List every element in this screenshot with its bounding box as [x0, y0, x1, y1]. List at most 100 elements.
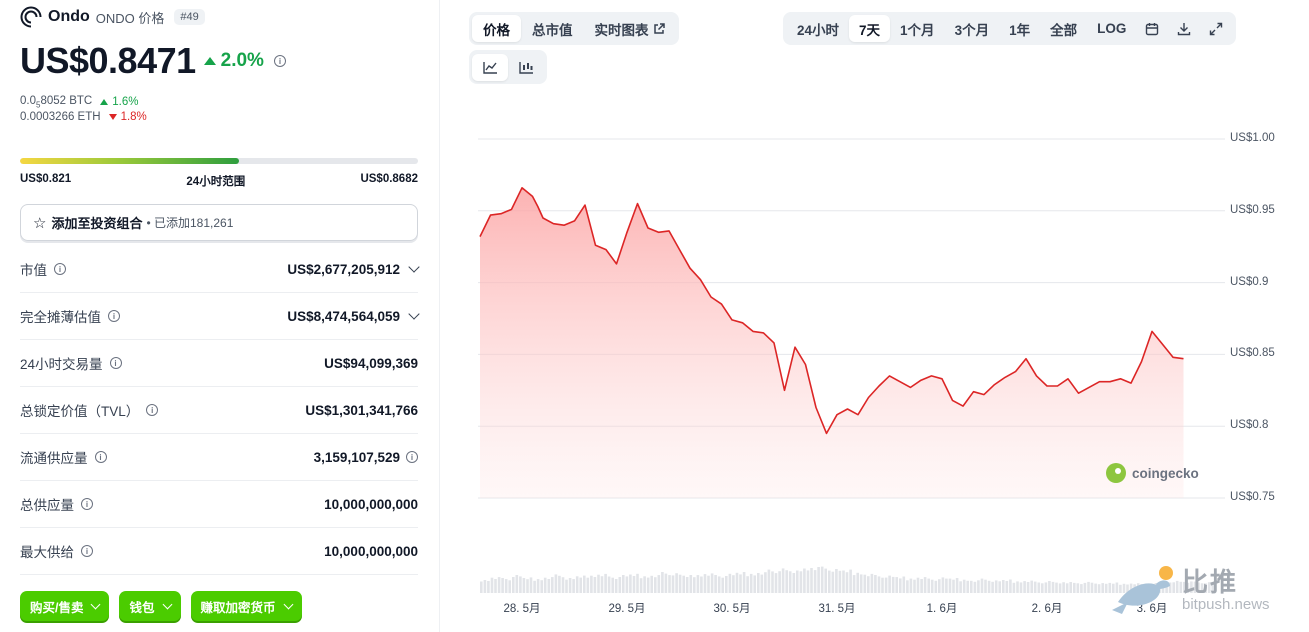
chevron-down-icon[interactable] — [408, 261, 420, 273]
volume-bar — [817, 567, 820, 593]
log-scale-tab[interactable]: LOG — [1097, 21, 1127, 36]
tab-market-cap[interactable]: 总市值 — [532, 22, 573, 38]
volume-bar — [700, 576, 703, 593]
volume-bar — [529, 577, 533, 593]
volume-bar — [888, 575, 891, 593]
info-icon[interactable]: i — [94, 451, 107, 463]
stat-row: 最大供给 i 10,000,000,000 — [20, 528, 418, 575]
info-icon[interactable]: i — [81, 545, 93, 557]
volume-bar — [930, 579, 934, 593]
volume-bar — [618, 577, 622, 593]
volume-bar — [1172, 582, 1175, 593]
volume-bar — [604, 573, 607, 593]
stat-value: 3,159,107,529 i — [314, 450, 418, 465]
info-icon[interactable]: i — [81, 498, 93, 510]
volume-bar — [1193, 581, 1197, 593]
volume-bar — [760, 574, 764, 593]
volume-bar — [703, 574, 707, 593]
volume-bar — [685, 577, 689, 593]
volume-bar — [650, 575, 653, 593]
volume-bar — [852, 575, 856, 593]
range-1y-tab[interactable]: 1年 — [1009, 22, 1031, 38]
volume-bar — [1055, 582, 1058, 593]
info-icon[interactable]: i — [406, 451, 418, 463]
info-icon[interactable]: i — [273, 55, 286, 67]
stat-label-text: 总供应量 — [20, 498, 74, 513]
range-7d-tab[interactable]: 7天 — [849, 15, 891, 42]
volume-bar — [813, 570, 817, 593]
volume-bar — [689, 575, 693, 593]
btc-value: 0.058052 BTC — [20, 95, 93, 110]
volume-bar — [586, 577, 590, 593]
info-icon[interactable]: i — [146, 404, 159, 416]
volume-bar — [657, 575, 661, 593]
volume-bar — [1168, 582, 1172, 593]
earn-crypto-button[interactable]: 赚取加密货币 — [190, 591, 302, 621]
added-count: • 已添加181,261 — [146, 216, 234, 230]
volume-bar — [1076, 583, 1080, 593]
volume-bar — [788, 571, 792, 593]
volume-bar — [1126, 584, 1129, 593]
calendar-button[interactable] — [1136, 15, 1168, 42]
x-tick-label: 3. 6月 — [1136, 603, 1168, 615]
fullscreen-button[interactable] — [1200, 15, 1232, 42]
tab-live-chart[interactable]: 实时图表 — [584, 15, 676, 42]
volume-bar — [842, 570, 845, 593]
volume-bar — [1175, 580, 1179, 593]
stat-value: US$2,677,205,912 — [287, 261, 420, 277]
chevron-down-icon[interactable] — [408, 308, 420, 320]
chart-tabs: 价格 总市值 实时图表 — [469, 12, 679, 45]
y-tick-label: US$0.85 — [1230, 347, 1275, 360]
info-icon[interactable]: i — [54, 263, 66, 275]
range-24h-tab[interactable]: 24小时 — [797, 22, 840, 38]
volume-bar — [799, 571, 803, 593]
volume-bar — [1051, 581, 1055, 593]
wallet-button[interactable]: 钱包 — [119, 591, 181, 621]
price-chart[interactable] — [470, 120, 1309, 620]
eth-conversion: 0.0003266 ETH 1.8% — [20, 111, 147, 123]
range-all-tab[interactable]: 全部 — [1050, 22, 1078, 38]
candlestick-chart-button[interactable] — [508, 54, 544, 81]
stat-value-text: 10,000,000,000 — [324, 496, 418, 512]
volume-bar — [480, 581, 483, 593]
volume-bar — [1030, 580, 1033, 593]
volume-bar — [561, 577, 565, 593]
info-icon[interactable]: i — [109, 357, 122, 369]
range-3m-tab[interactable]: 3个月 — [954, 22, 990, 38]
fullscreen-icon — [1210, 22, 1223, 35]
volume-bar — [1048, 581, 1051, 593]
action-buttons: 购买/售卖 钱包 赚取加密货币 — [20, 591, 302, 621]
volume-bar — [824, 568, 827, 593]
volume-bar — [884, 577, 888, 593]
stat-label: 完全摊薄估值 i — [20, 306, 120, 326]
volume-bar — [916, 577, 920, 593]
info-icon[interactable]: i — [108, 310, 120, 322]
range-1m-tab[interactable]: 1个月 — [900, 22, 935, 38]
volume-bar — [593, 577, 597, 593]
volume-bar — [1190, 581, 1193, 593]
volume-bar — [554, 574, 558, 593]
download-button[interactable] — [1168, 15, 1200, 42]
volume-bar — [941, 577, 945, 593]
price-area — [480, 187, 1184, 499]
volume-bar — [565, 579, 568, 593]
add-to-portfolio-button[interactable]: ☆ 添加至投资组合 • 已添加181,261 — [20, 204, 418, 241]
volume-bar — [859, 574, 863, 593]
coingecko-text: coingecko — [1132, 465, 1199, 481]
coin-header: Ondo ONDO 价格 #49 — [20, 6, 205, 28]
buy-sell-button[interactable]: 购买/售卖 — [20, 591, 110, 621]
volume-bar — [1090, 582, 1094, 593]
range-24h-labels: US$0.821 24小时范围 US$0.8682 — [20, 173, 418, 189]
stat-value: US$94,099,369 — [324, 356, 418, 371]
volume-bar — [614, 579, 618, 593]
tab-price[interactable]: 价格 — [472, 15, 521, 42]
stat-value-text: US$1,301,341,766 — [305, 402, 418, 418]
stat-row[interactable]: 完全摊薄估值 i US$8,474,564,059 — [20, 293, 420, 340]
volume-bar — [522, 578, 526, 593]
volume-bar — [497, 577, 501, 593]
line-chart-button[interactable] — [472, 53, 508, 81]
volume-bar — [867, 576, 870, 593]
stat-row[interactable]: 市值 i US$2,677,205,912 — [20, 246, 420, 293]
volume-bar — [977, 580, 980, 593]
volume-bar — [973, 581, 977, 593]
